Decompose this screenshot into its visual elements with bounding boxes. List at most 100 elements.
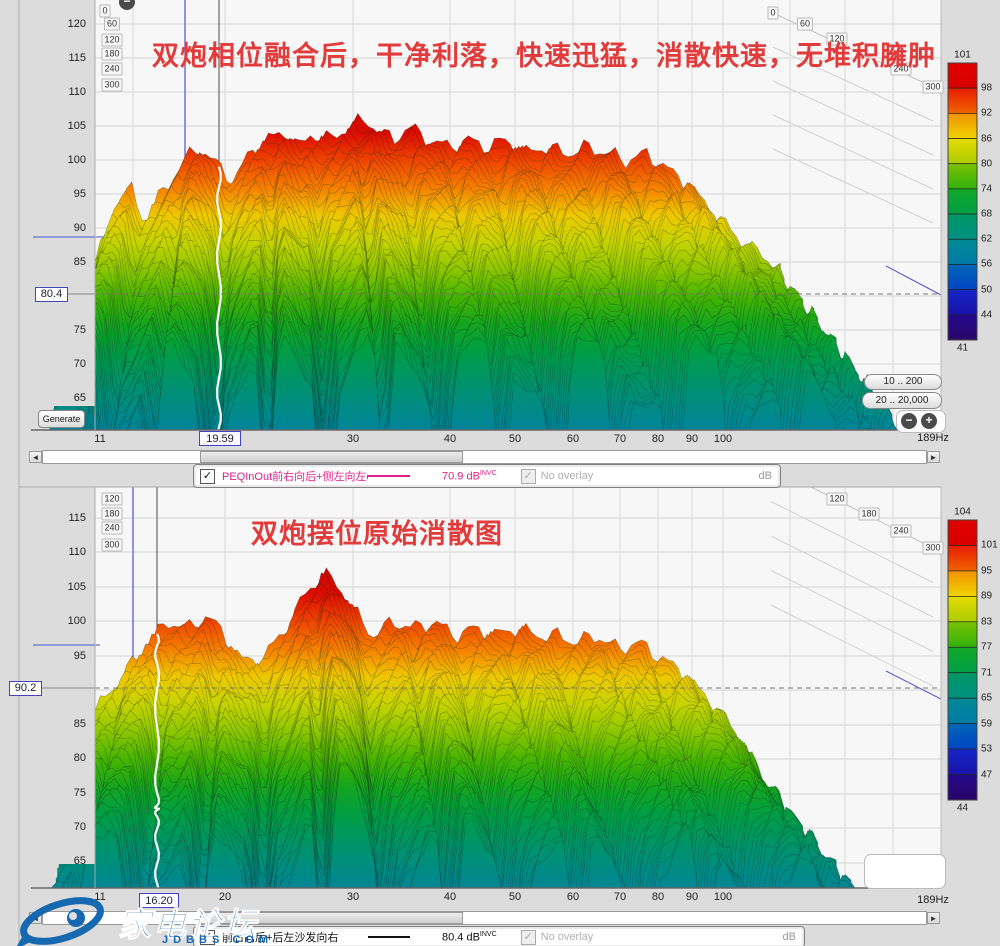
scroll-right-arrow[interactable]: ►	[927, 451, 940, 463]
time-axis-label: 300	[922, 80, 944, 94]
y-tick-label: 100	[67, 615, 86, 627]
time-axis-label: 300	[101, 538, 123, 552]
colorbar-tick-label: 50	[981, 284, 993, 296]
y-tick-label: 95	[73, 650, 86, 662]
trace-value: 80.4 dBINVC	[442, 930, 497, 944]
colorbar-tick-label: 59	[981, 718, 993, 730]
h-scrollbar-thumb[interactable]	[200, 451, 463, 463]
y-tick-label: 95	[73, 188, 86, 200]
trace-label: 前右向后+后左沙发向右	[222, 932, 339, 944]
x-tick-label: 100	[713, 433, 733, 445]
y-tick-label: 85	[73, 718, 86, 730]
time-axis-label: 300	[922, 541, 944, 555]
x-tick-label: 90	[685, 433, 699, 445]
x-tick-label: 50	[508, 433, 522, 445]
time-axis-label: 240	[101, 62, 123, 76]
y-tick-label: 85	[73, 256, 86, 268]
x-tick-label: 11	[94, 891, 106, 903]
x-tick-label: 20	[218, 891, 232, 903]
colorbar-tick-label: 80	[981, 158, 993, 170]
y-tick-label: 120	[67, 18, 86, 30]
time-axis-label: 60	[796, 17, 814, 31]
unit-label: dB	[758, 470, 772, 482]
unit-label: dB	[782, 931, 796, 943]
h-scrollbar-track-bottom[interactable]	[42, 911, 927, 925]
zoom-out-icon[interactable]: −	[119, 0, 135, 10]
y-tick-label: 90	[73, 222, 86, 234]
colorbar-tick-label: 47	[981, 769, 993, 781]
colorbar-tick-label: 74	[981, 183, 993, 195]
x-axis-end-label: 189Hz	[917, 432, 949, 444]
colorbar-tick-label: 101	[981, 539, 998, 551]
time-axis-label: 300	[101, 78, 123, 92]
h-scrollbar-thumb[interactable]	[200, 912, 463, 924]
x-tick-label: 40	[443, 433, 457, 445]
x-tick-label: 60	[566, 433, 580, 445]
x-tick-label: 80	[651, 433, 665, 445]
time-axis-label: 180	[101, 47, 123, 61]
y-tick-label: 70	[73, 358, 86, 370]
legend-bar-bottom: ✓ 前右向后+后左沙发向右 80.4 dBINVC ✓ No overlay d…	[193, 926, 805, 946]
zoom-out-icon[interactable]: −	[901, 413, 917, 429]
x-tick-label: 50	[508, 891, 522, 903]
scroll-right-arrow[interactable]: ►	[927, 912, 940, 924]
colorbar-max-label: 104	[954, 506, 971, 518]
scroll-left-arrow[interactable]: ◄	[29, 451, 42, 463]
y-tick-label: 65	[73, 855, 86, 867]
time-axis-label: 120	[826, 492, 848, 506]
colorbar-tick-label: 62	[981, 233, 993, 245]
watermark-subtitle: JDBBS.COM	[162, 934, 274, 946]
level-db-box: 90.2	[9, 681, 42, 696]
zoom-in-icon[interactable]: +	[921, 413, 937, 429]
x-tick-label: 60	[566, 891, 580, 903]
y-tick-label: 105	[67, 120, 86, 132]
no-overlay-checkbox[interactable]: ✓	[520, 929, 536, 945]
colorbar-min-label: 44	[956, 802, 969, 814]
x-tick-label: 40	[443, 891, 457, 903]
time-axis-label: 180	[858, 507, 880, 521]
y-tick-label: 80	[73, 752, 86, 764]
x-axis-end-label: 189Hz	[917, 894, 949, 906]
colorbar-tick-label: 56	[981, 258, 993, 270]
trace-checkbox[interactable]: ✓	[200, 468, 215, 484]
cursor-frequency-box[interactable]: 16.20	[139, 893, 179, 908]
colorbar-tick-label: 53	[981, 743, 993, 755]
x-tick-label: 90	[685, 891, 699, 903]
trace-checkbox[interactable]: ✓	[200, 929, 215, 945]
range-10-200-button[interactable]: 10 .. 200	[864, 374, 942, 390]
time-axis-label: 240	[890, 62, 912, 76]
colorbar-tick-label: 65	[981, 692, 993, 704]
colorbar-tick-label: 71	[981, 667, 993, 679]
colorbar-tick-label: 83	[981, 616, 993, 628]
time-axis-label: 120	[826, 32, 848, 46]
time-axis-label: 240	[890, 524, 912, 538]
time-axis-label: 0	[767, 6, 779, 20]
colorbar-tick-label: 98	[981, 82, 993, 94]
watermark-logo-icon	[14, 897, 104, 946]
time-axis-label: 120	[101, 33, 123, 47]
colorbar-tick-label: 44	[981, 309, 993, 321]
colorbar-tick-label: 77	[981, 641, 993, 653]
cursor-frequency-box[interactable]: 19.59	[199, 431, 241, 446]
y-tick-label: 75	[73, 787, 86, 799]
time-axis-label: 240	[101, 521, 123, 535]
watermark-title: 家电论坛	[118, 906, 258, 944]
trace-line-sample	[368, 475, 410, 477]
y-tick-label: 115	[68, 512, 86, 524]
waterfall-surface	[32, 567, 934, 888]
y-tick-label: 110	[68, 86, 86, 98]
no-overlay-checkbox[interactable]: ✓	[520, 468, 536, 484]
y-tick-label: 100	[67, 154, 86, 166]
range-20-20000-button[interactable]: 20 .. 20,000	[862, 392, 942, 409]
h-scrollbar-track-top[interactable]	[42, 450, 927, 464]
colorbar-tick-label: 68	[981, 208, 993, 220]
generate-button[interactable]: Generate	[38, 410, 85, 428]
annotation-bottom-panel: 双炮摆位原始消散图	[251, 519, 503, 549]
x-tick-label: 70	[613, 433, 627, 445]
trace-line-sample	[368, 936, 410, 938]
y-tick-label: 110	[68, 546, 86, 558]
watermark: 家电论坛 JDBBS.COM	[14, 896, 394, 946]
trace-label: PEQInOut前右向后+侧左向左d	[222, 471, 368, 483]
no-overlay-label: No overlay	[540, 470, 594, 482]
